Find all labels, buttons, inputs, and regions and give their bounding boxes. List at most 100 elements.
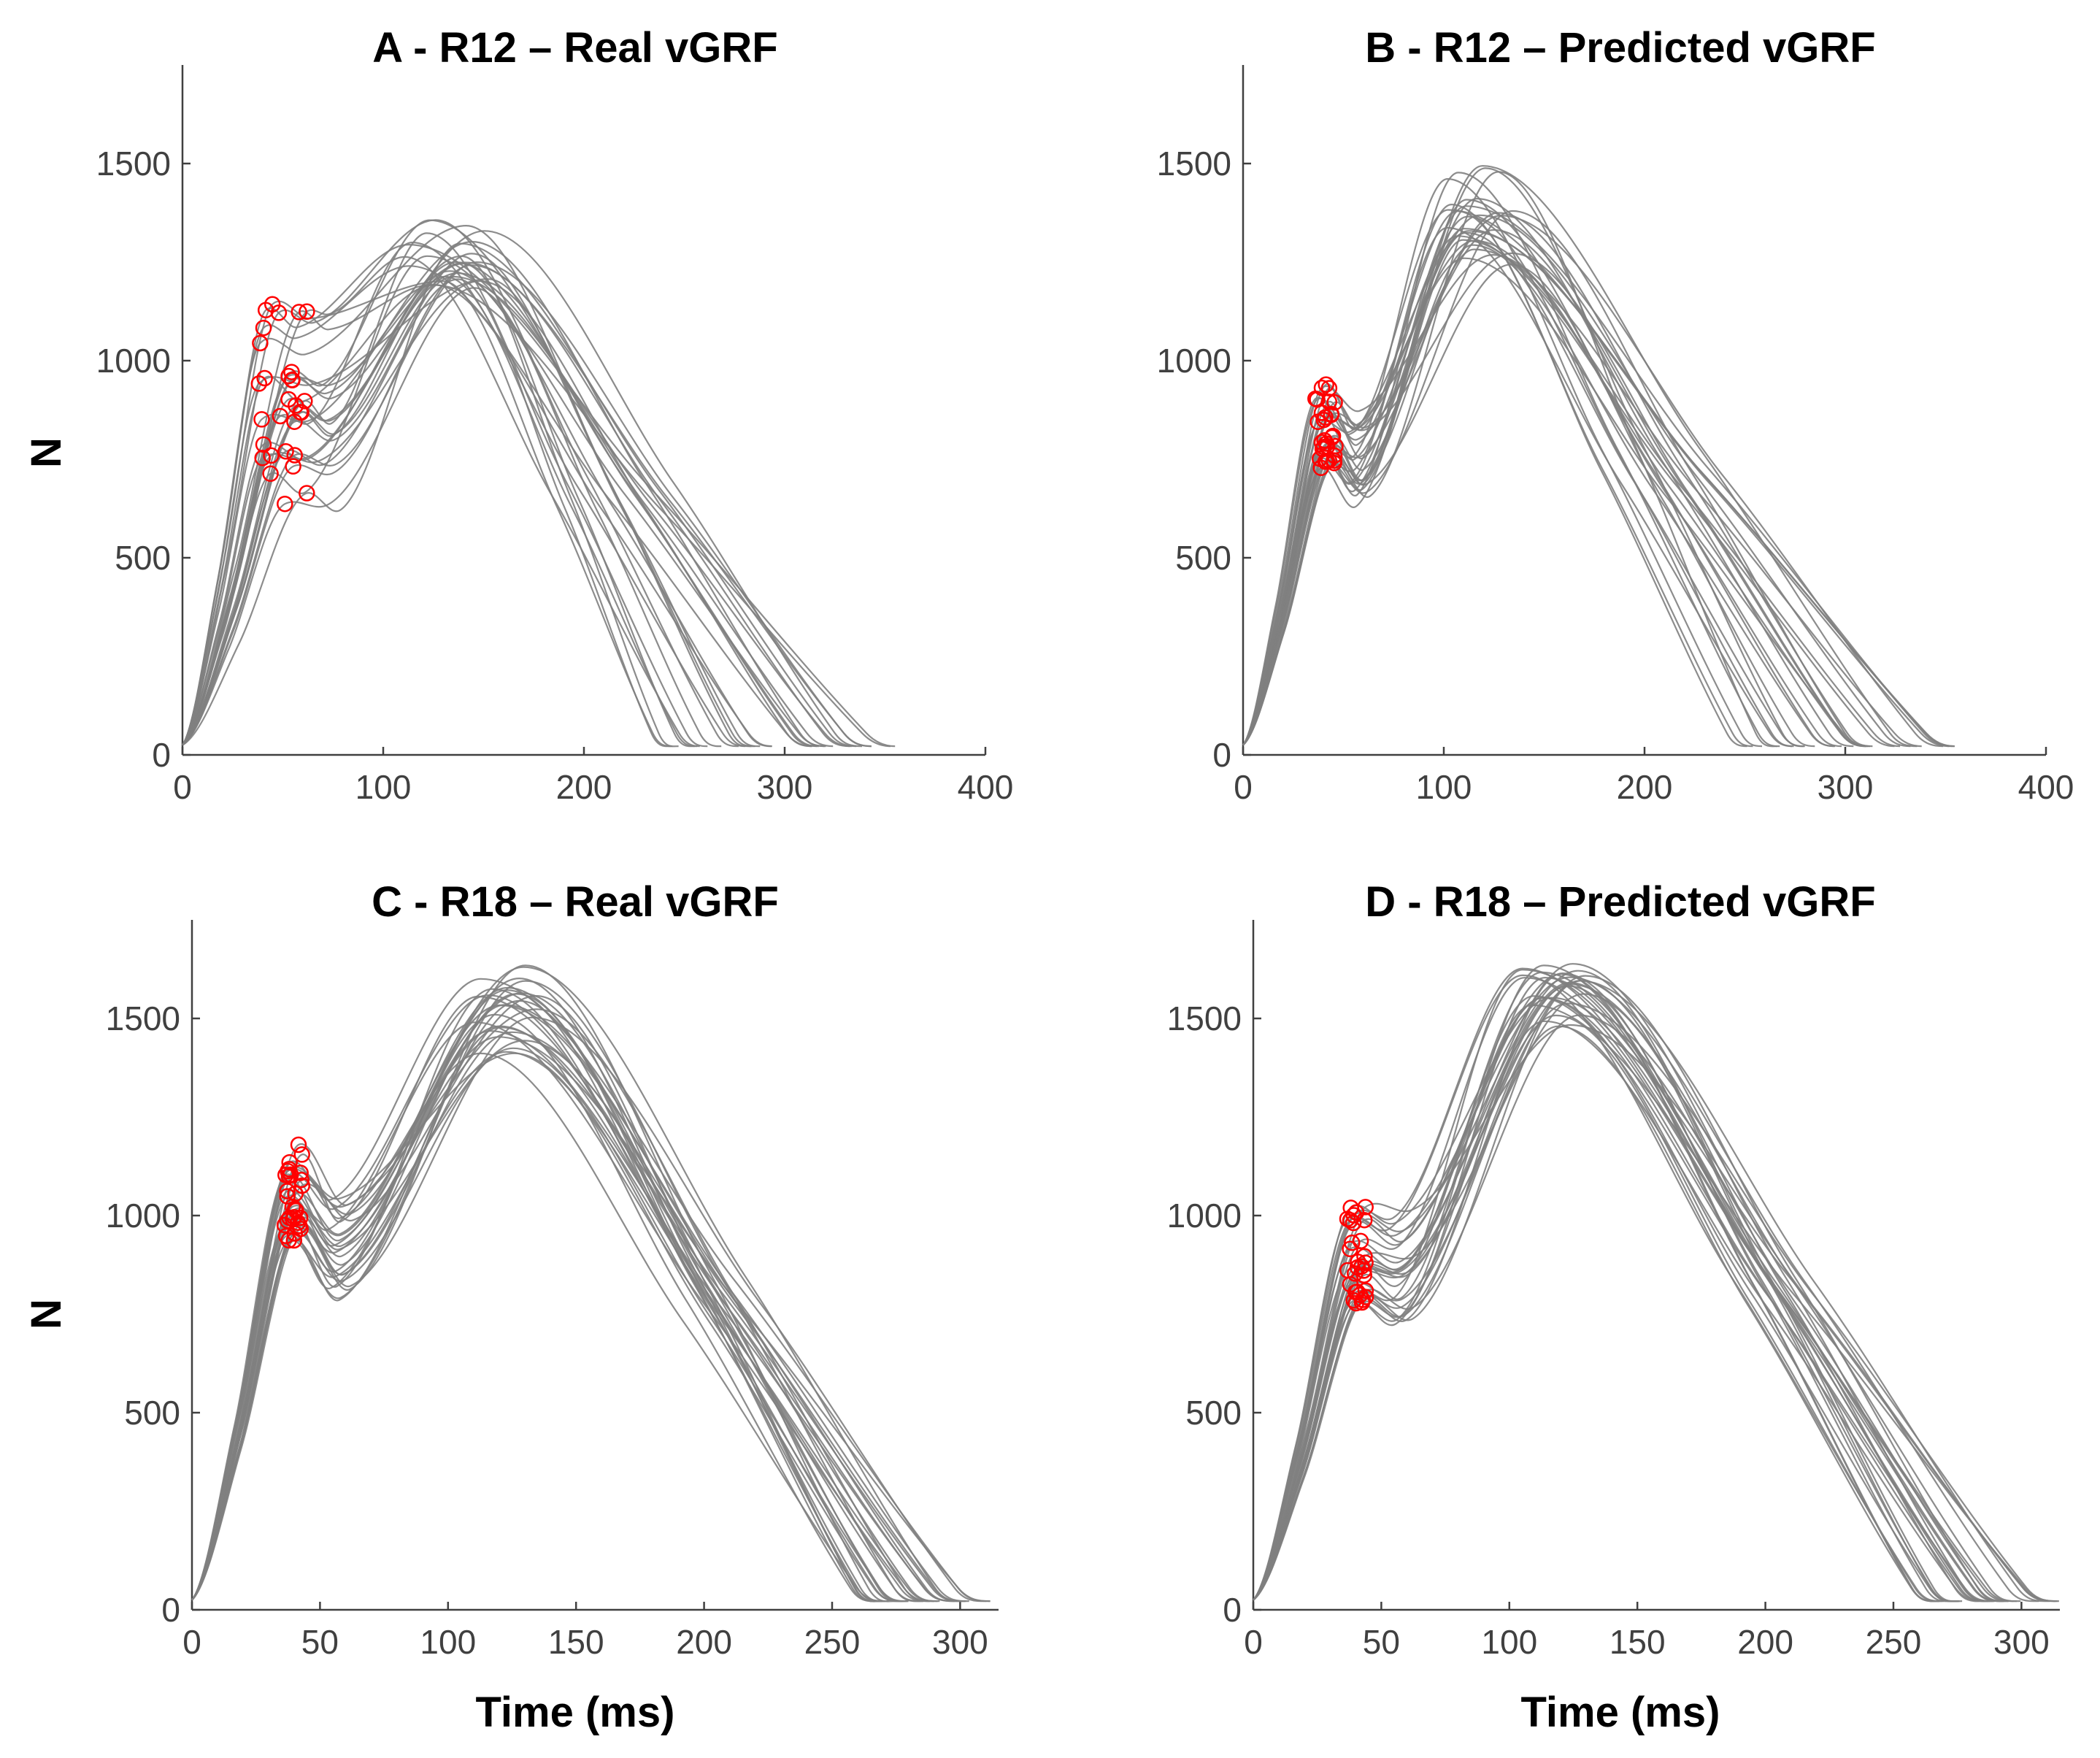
vgrf-curve bbox=[1242, 244, 1834, 748]
vgrf-curve bbox=[182, 230, 863, 748]
impact-peak-marker bbox=[279, 1188, 296, 1205]
impact-peak-marker bbox=[282, 1166, 299, 1183]
vgrf-curve bbox=[182, 253, 761, 748]
vgrf-curve bbox=[1242, 230, 1950, 748]
panel-c: C - R18 – Real vGRF N Time (ms) 0 50 100 15… bbox=[23, 878, 999, 1736]
impact-peak-marker bbox=[255, 319, 272, 337]
panel-b-plot: 0 100 200 300 400 0 500 1000 1500 bbox=[1157, 65, 2074, 806]
vgrf-curve bbox=[1253, 977, 2017, 1602]
vgrf-curve bbox=[1242, 165, 1918, 748]
vgrf-curve bbox=[1242, 210, 1871, 748]
impact-peak-marker bbox=[293, 1177, 311, 1194]
impact-peak-marker bbox=[287, 397, 304, 414]
impact-peak-marker bbox=[1327, 437, 1344, 455]
panel-a: A - R12 – Real vGRF N 0 100 200 300 400 0 500 1… bbox=[23, 24, 1013, 806]
vgrf-curve bbox=[1253, 974, 1945, 1602]
impact-peak-marker bbox=[1344, 1235, 1361, 1251]
impact-peak-marker bbox=[280, 1232, 297, 1249]
x-tick-label: 150 bbox=[1609, 1623, 1666, 1661]
panel-b: B - R12 – Predicted vGRF 0 100 200 300 400 0 5… bbox=[1157, 24, 2074, 806]
vgrf-curve bbox=[191, 994, 882, 1602]
vgrf-curve bbox=[1242, 231, 1804, 748]
vgrf-curve bbox=[191, 1052, 885, 1602]
vgrf-curve bbox=[1242, 226, 1793, 748]
impact-peak-marker bbox=[288, 1202, 304, 1219]
x-tick-label: 0 bbox=[1244, 1623, 1263, 1661]
impact-peak-marker bbox=[290, 1136, 307, 1154]
vgrf-curve bbox=[1253, 981, 1954, 1602]
impact-peak-marker bbox=[286, 447, 303, 464]
impact-peak-marker bbox=[1357, 1282, 1374, 1300]
impact-peak-marker bbox=[255, 436, 272, 453]
vgrf-curve bbox=[182, 240, 826, 748]
panel-d: D - R18 – Predicted vGRF Time (ms) 0 50 10… bbox=[1167, 878, 2060, 1736]
impact-peak-marker bbox=[1309, 413, 1326, 431]
vgrf-curve bbox=[191, 978, 991, 1602]
impact-peak-marker bbox=[257, 302, 274, 319]
vgrf-curve bbox=[1253, 1020, 1985, 1602]
impact-peak-marker bbox=[292, 1221, 309, 1237]
impact-peak-marker bbox=[286, 413, 303, 430]
y-tick-label: 1000 bbox=[1167, 1197, 1242, 1235]
panel-d-plot: 0 50 100 150 200 250 300 0 500 1000 1500 bbox=[1167, 920, 2060, 1661]
y-tick-label: 1500 bbox=[96, 145, 171, 183]
vgrf-curve bbox=[191, 1040, 940, 1602]
impact-peak-marker bbox=[1347, 1265, 1364, 1282]
impact-peak-marker bbox=[254, 450, 271, 467]
x-tick-label: 300 bbox=[932, 1623, 988, 1661]
x-tick-label: 250 bbox=[804, 1623, 861, 1661]
impact-peak-marker bbox=[280, 367, 297, 385]
vgrf-curve bbox=[191, 1026, 955, 1602]
vgrf-curve bbox=[1242, 171, 1777, 748]
vgrf-curve bbox=[1253, 976, 2039, 1602]
vgrf-curve bbox=[1253, 964, 1991, 1602]
vgrf-curve bbox=[191, 992, 907, 1602]
panel-a-ylabel: N bbox=[23, 437, 70, 468]
vgrf-curve bbox=[182, 264, 850, 748]
vgrf-curve bbox=[191, 1051, 938, 1602]
y-tick-label: 1500 bbox=[1167, 999, 1242, 1037]
impact-peak-marker bbox=[1320, 380, 1338, 396]
impact-peak-marker bbox=[1347, 1294, 1364, 1312]
y-tick-label: 0 bbox=[161, 1591, 180, 1629]
impact-peak-marker bbox=[1345, 1291, 1362, 1309]
panel-c-title: C - R18 – Real vGRF bbox=[372, 878, 779, 926]
vgrf-curve bbox=[182, 219, 739, 748]
impact-peak-marker bbox=[284, 1198, 301, 1216]
panel-a-title: A - R12 – Real vGRF bbox=[372, 24, 777, 72]
vgrf-curve bbox=[1253, 967, 2014, 1602]
impact-peak-marker bbox=[299, 485, 315, 502]
impact-peak-marker bbox=[270, 304, 288, 321]
vgrf-curve bbox=[1253, 1014, 2009, 1602]
vgrf-curve bbox=[182, 261, 872, 748]
vgrf-curve bbox=[191, 1008, 934, 1602]
vgrf-curve bbox=[1253, 970, 1963, 1602]
panel-d-xlabel: Time (ms) bbox=[1521, 1689, 1720, 1736]
y-tick-label: 1500 bbox=[1157, 145, 1231, 183]
x-tick-label: 50 bbox=[301, 1623, 339, 1661]
y-tick-label: 1000 bbox=[96, 342, 171, 380]
vgrf-curve bbox=[182, 287, 722, 748]
x-tick-label: 0 bbox=[1234, 768, 1253, 806]
impact-peak-marker bbox=[250, 375, 268, 392]
x-tick-label: 300 bbox=[1818, 768, 1874, 806]
x-tick-label: 200 bbox=[676, 1623, 732, 1661]
impact-peak-marker bbox=[284, 372, 301, 389]
x-tick-label: 400 bbox=[958, 768, 1014, 806]
vgrf-curve bbox=[1242, 199, 1836, 748]
y-tick-label: 500 bbox=[124, 1394, 180, 1432]
vgrf-curve bbox=[1242, 253, 1842, 748]
impact-peak-marker bbox=[1326, 394, 1343, 411]
impact-peak-marker bbox=[279, 1212, 296, 1229]
impact-peak-marker bbox=[1347, 1204, 1365, 1221]
impact-peak-marker bbox=[1352, 1232, 1369, 1250]
panel-b-title: B - R12 – Predicted vGRF bbox=[1365, 24, 1875, 72]
y-tick-label: 0 bbox=[152, 736, 171, 774]
vgrf-curve bbox=[191, 966, 966, 1602]
x-tick-label: 100 bbox=[1481, 1623, 1537, 1661]
vgrf-curve bbox=[182, 283, 772, 748]
impact-peak-marker bbox=[277, 495, 293, 513]
impact-peak-marker bbox=[253, 411, 270, 428]
x-tick-label: 300 bbox=[1993, 1623, 2050, 1661]
vgrf-curve bbox=[191, 977, 883, 1602]
